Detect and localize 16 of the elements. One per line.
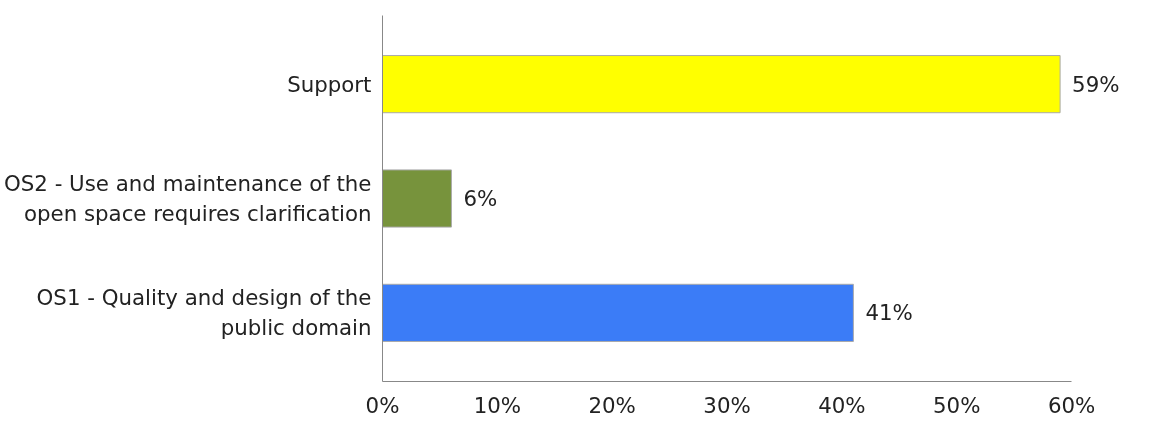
- x-tick-label: 50%: [933, 392, 981, 418]
- x-tick-label: 40%: [818, 392, 866, 418]
- x-tick-label: 60%: [1047, 392, 1096, 418]
- bar: [382, 283, 854, 342]
- bar: [382, 169, 452, 228]
- y-tick-label: OS2 - Use and maintenance of the open space requires clarification: [3, 171, 372, 226]
- data-label: 59%: [1072, 71, 1120, 97]
- x-tick-label: 0%: [365, 392, 400, 418]
- y-tick-label: Support: [287, 71, 372, 97]
- bar: [382, 55, 1061, 114]
- x-tick-label: 30%: [703, 392, 751, 418]
- data-label: 6%: [463, 186, 498, 211]
- x-tick-label: 20%: [588, 392, 636, 418]
- y-tick-label: OS1 - Quality and design of the public domain: [36, 285, 372, 341]
- data-label: 41%: [865, 300, 913, 326]
- x-tick-label: 10%: [473, 392, 522, 418]
